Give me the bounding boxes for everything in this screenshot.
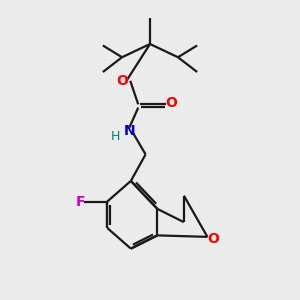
Text: O: O [166,96,177,110]
Text: N: N [124,124,136,138]
Text: O: O [207,232,219,246]
Text: O: O [116,74,128,88]
Text: F: F [76,194,86,208]
Text: H: H [111,130,120,143]
